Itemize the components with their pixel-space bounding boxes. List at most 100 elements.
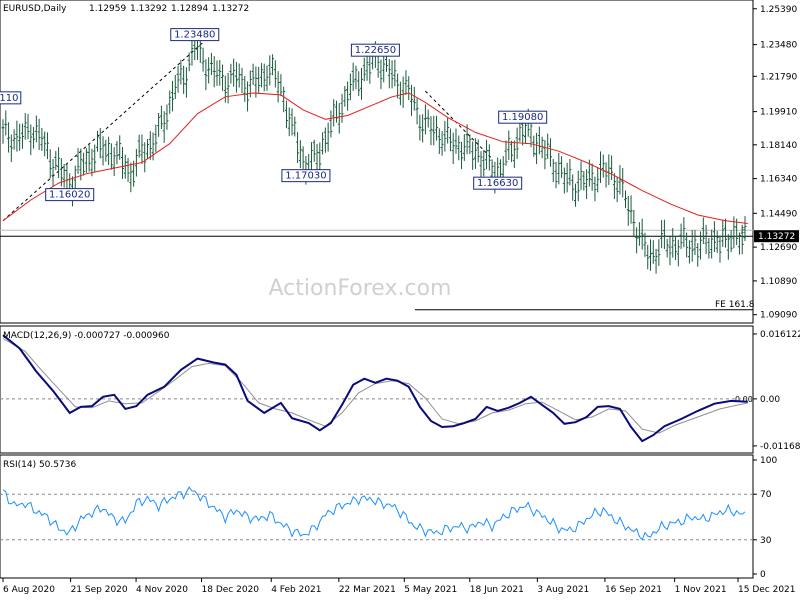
price-bar — [676, 239, 680, 267]
price-bar — [107, 136, 111, 166]
price-bar — [337, 103, 341, 134]
price-bar — [715, 230, 719, 253]
price-bar — [62, 163, 66, 188]
price-bar — [120, 147, 124, 179]
price-bar — [104, 139, 108, 162]
price-bar — [576, 170, 580, 202]
price-bar — [165, 104, 169, 130]
price-bar — [212, 56, 216, 88]
price-bar — [137, 134, 141, 158]
price-bar — [696, 243, 700, 267]
pivot-label-box — [45, 188, 95, 202]
price-bar — [298, 140, 302, 169]
price-bar — [154, 124, 158, 153]
price-bar — [560, 156, 564, 179]
pivot-label-text: 1.22650 — [355, 45, 396, 56]
price-bar — [221, 64, 225, 91]
price-bar — [76, 148, 80, 174]
price-bar — [468, 134, 472, 155]
price-bar — [510, 140, 514, 163]
price-bar — [446, 117, 450, 144]
price-bar — [340, 93, 344, 123]
price-bar — [151, 132, 155, 161]
price-bar — [429, 116, 433, 146]
price-tick-label: 1.19910 — [760, 108, 797, 118]
date-tick-label: 15 Dec 2021 — [738, 585, 796, 595]
price-bar — [637, 222, 641, 246]
price-bar — [146, 139, 150, 159]
price-bar — [621, 168, 625, 198]
price-bar — [437, 128, 441, 154]
price-bar — [93, 144, 97, 173]
price-bar — [207, 57, 211, 84]
price-bar — [396, 73, 400, 99]
rsi-tick-label: 30 — [760, 536, 772, 546]
pivot-label-text: 1.16020 — [49, 190, 90, 201]
price-bar — [148, 131, 152, 160]
price-bar — [557, 152, 561, 185]
price-bar — [585, 169, 589, 200]
price-bar — [404, 70, 408, 95]
price-bar — [737, 232, 741, 255]
price-bar — [359, 67, 363, 100]
date-tick-label: 18 Jun 2021 — [470, 585, 524, 595]
price-bar — [346, 81, 350, 111]
price-bar — [721, 219, 725, 248]
price-bar — [685, 232, 689, 258]
price-bar — [571, 174, 575, 201]
date-tick-label: 22 Mar 2021 — [339, 585, 396, 595]
price-bar — [171, 80, 175, 112]
pivot-label: 1.23480 — [170, 28, 220, 42]
price-bar — [693, 230, 697, 256]
price-tick-label: 1.10890 — [760, 277, 797, 287]
price-bar — [435, 115, 439, 141]
price-bar — [15, 120, 19, 152]
price-bar — [551, 158, 555, 183]
price-bar — [7, 122, 11, 153]
price-bar — [29, 124, 33, 156]
date-tick-label: 1 Nov 2021 — [675, 585, 727, 595]
pivot-label-text: 1.19080 — [502, 112, 543, 123]
price-bar — [701, 217, 705, 244]
price-bar — [237, 63, 241, 88]
pivot-labels: 0110 1.16020 1.23480 1.17030 1.22650 1.16630 1… — [0, 28, 548, 202]
price-bar — [568, 159, 572, 186]
macd-tick-label: 0.016122 — [760, 330, 800, 340]
price-bar — [98, 128, 102, 159]
price-bar — [284, 100, 288, 129]
price-bar — [690, 230, 694, 262]
price-bar — [134, 148, 138, 177]
price-bar — [90, 148, 94, 177]
price-bar — [32, 126, 36, 149]
ohlc-close: 1.13272 — [212, 4, 249, 14]
price-bar — [476, 139, 480, 163]
pivot-label-text: 1.17030 — [285, 171, 326, 182]
price-bar — [504, 140, 508, 166]
rsi-tick-label: 70 — [760, 490, 772, 500]
price-bar — [423, 104, 427, 135]
pivot-label-box — [498, 110, 548, 124]
price-tick-label: 1.18140 — [760, 141, 797, 151]
macd-axis: 0.016122 0.00 -0.011681 0.00 — [735, 330, 800, 452]
price-bar — [485, 139, 489, 170]
price-bar — [543, 139, 547, 170]
price-bar — [529, 120, 533, 148]
price-bar — [159, 105, 163, 129]
price-bar — [118, 135, 122, 160]
price-bar — [451, 132, 455, 165]
price-bar — [660, 220, 664, 249]
price-bar — [724, 218, 728, 248]
rsi-line — [2, 486, 746, 541]
price-bar — [215, 60, 219, 86]
ohlc-low: 1.12894 — [171, 4, 208, 14]
price-bar — [54, 150, 58, 171]
price-bar — [532, 135, 536, 157]
price-bar — [351, 62, 355, 91]
price-bar — [209, 52, 213, 76]
price-bar — [643, 232, 647, 257]
price-bar — [84, 148, 88, 173]
price-bar — [460, 141, 464, 170]
date-axis: 6 Aug 2020 21 Sep 2020 4 Nov 2020 18 Dec 20… — [2, 578, 796, 595]
macd-panel-title: MACD(12,26,9) -0.000727 -0.000960 — [3, 331, 170, 341]
